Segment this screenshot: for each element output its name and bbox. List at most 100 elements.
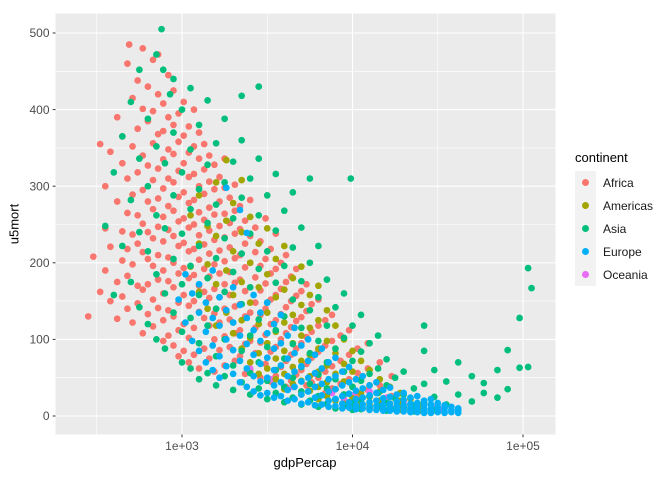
data-point-europe — [345, 398, 353, 406]
data-point-europe — [311, 369, 319, 377]
data-point-africa — [205, 250, 213, 257]
data-point-europe — [270, 366, 278, 374]
data-point-africa — [154, 304, 162, 312]
data-point-europe — [304, 398, 312, 406]
data-point-americas — [229, 199, 237, 207]
data-point-africa — [185, 359, 193, 366]
data-point-asia — [468, 398, 476, 405]
data-point-africa — [241, 217, 249, 225]
data-point-africa — [200, 241, 208, 248]
data-point-africa — [165, 332, 172, 339]
data-point-africa — [321, 316, 329, 324]
legend-key — [575, 171, 596, 194]
data-point-asia — [144, 182, 152, 190]
data-point-americas — [332, 349, 339, 357]
data-point-africa — [175, 270, 182, 277]
data-point-asia — [468, 372, 476, 380]
data-point-americas — [349, 368, 356, 375]
data-point-europe — [284, 332, 292, 339]
data-point-africa — [154, 90, 162, 98]
data-point-africa — [124, 272, 131, 280]
data-point-asia — [430, 366, 438, 374]
data-point-africa — [180, 291, 188, 299]
data-point-europe — [182, 319, 189, 326]
data-point-americas — [204, 305, 211, 313]
data-point-europe — [325, 375, 332, 383]
data-point-asia — [221, 234, 228, 242]
data-point-asia — [144, 320, 152, 328]
data-point-europe — [250, 372, 257, 380]
data-point-europe — [243, 314, 251, 322]
data-point-europe — [359, 404, 367, 412]
data-point-africa — [139, 329, 147, 337]
data-point-europe — [413, 392, 421, 400]
data-point-asia — [255, 265, 263, 273]
data-point-asia — [263, 192, 271, 199]
data-point-europe — [345, 363, 353, 371]
data-point-asia — [306, 380, 314, 388]
data-point-europe — [373, 406, 380, 414]
data-point-americas — [280, 319, 288, 326]
data-point-europe — [311, 383, 319, 391]
data-point-africa — [246, 309, 254, 316]
data-point-asia — [420, 347, 428, 355]
data-point-europe — [420, 397, 428, 405]
legend-label: Americas — [603, 198, 654, 213]
data-point-africa — [129, 260, 136, 268]
data-point-africa — [205, 204, 213, 211]
data-point-asia — [204, 369, 211, 377]
data-point-americas — [263, 224, 271, 232]
data-point-europe — [338, 382, 346, 389]
data-point-asia — [221, 179, 228, 186]
data-point-asia — [127, 98, 135, 106]
data-point-africa — [175, 193, 182, 201]
legend-items: Africa Americas Asia Europe Oceania — [575, 171, 653, 286]
data-point-africa — [149, 205, 157, 213]
data-point-asia — [161, 224, 169, 232]
data-point-europe — [407, 408, 414, 416]
data-point-europe — [291, 324, 298, 332]
data-point-europe — [304, 357, 312, 365]
data-point-asia — [161, 159, 169, 167]
data-point-asia — [420, 322, 428, 329]
data-point-africa — [159, 100, 167, 107]
data-point-africa — [118, 257, 126, 264]
data-point-europe — [311, 351, 319, 359]
data-point-africa — [101, 182, 109, 190]
data-point-africa — [149, 107, 157, 115]
data-point-americas — [246, 259, 254, 267]
data-point-asia — [195, 185, 203, 193]
data-point-americas — [238, 278, 246, 286]
data-point-asia — [366, 370, 373, 378]
data-point-americas — [238, 316, 246, 324]
data-point-europe — [263, 354, 271, 362]
data-point-asia — [178, 328, 186, 336]
data-point-africa — [241, 240, 249, 247]
data-point-africa — [165, 254, 172, 261]
data-point-africa — [175, 138, 182, 146]
data-point-africa — [190, 221, 198, 228]
data-point-africa — [251, 274, 259, 281]
data-point-africa — [159, 213, 167, 221]
data-point-europe — [420, 409, 428, 417]
data-point-asia — [272, 227, 280, 234]
data-point-africa — [96, 288, 104, 296]
data-point-europe — [243, 340, 251, 348]
data-point-africa — [241, 370, 249, 378]
legend-key — [575, 217, 596, 240]
data-point-asia — [349, 357, 356, 365]
data-point-asia — [221, 288, 228, 296]
data-point-africa — [190, 245, 198, 253]
legend-dot-icon — [582, 179, 589, 186]
data-point-europe — [257, 360, 264, 368]
data-point-africa — [190, 324, 198, 332]
data-point-africa — [170, 207, 177, 215]
data-point-europe — [277, 311, 285, 319]
data-point-asia — [178, 280, 186, 288]
data-point-europe — [243, 365, 251, 372]
legend-item-oceania: Oceania — [575, 263, 653, 286]
y-tick-label: 100 — [29, 333, 49, 347]
data-point-africa — [185, 224, 193, 231]
data-point-americas — [229, 291, 237, 299]
data-point-americas — [229, 247, 237, 255]
